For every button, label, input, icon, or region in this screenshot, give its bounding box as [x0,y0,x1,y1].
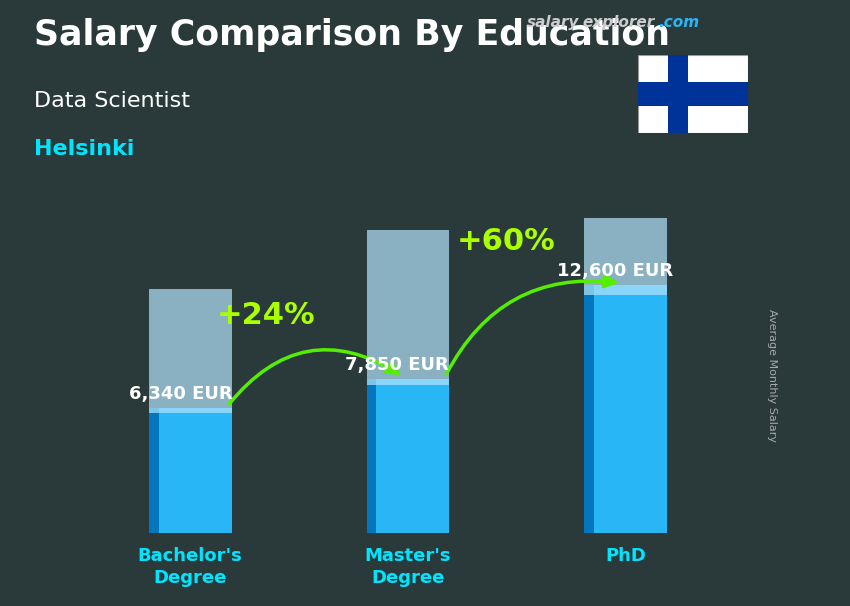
Text: salary: salary [527,15,580,30]
Bar [668,55,688,133]
Text: +60%: +60% [456,227,555,256]
Text: Average Monthly Salary: Average Monthly Salary [767,309,777,442]
Bar [638,82,748,105]
Text: Salary Comparison By Education: Salary Comparison By Education [34,18,670,52]
Text: explorer: explorer [582,15,654,30]
Bar [585,285,594,533]
FancyArrowPatch shape [446,276,615,375]
Text: 12,600 EUR: 12,600 EUR [557,262,673,280]
Bar [366,230,450,385]
Bar [149,288,231,413]
Bar [366,379,377,533]
Bar [585,285,667,533]
Text: +24%: +24% [217,301,315,330]
Bar [149,408,159,533]
Text: .com: .com [659,15,700,30]
Text: 6,340 EUR: 6,340 EUR [129,385,233,404]
Text: 7,850 EUR: 7,850 EUR [345,356,449,374]
Bar [149,408,231,533]
Bar [366,379,450,533]
Text: Data Scientist: Data Scientist [34,91,190,111]
Text: Helsinki: Helsinki [34,139,134,159]
Bar [585,47,667,295]
FancyArrowPatch shape [229,350,398,404]
